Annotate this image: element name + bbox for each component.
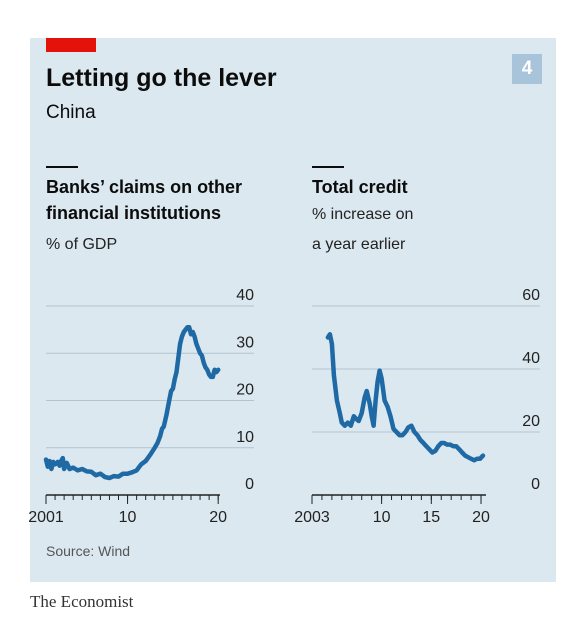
- chart-panel: Letting go the lever China 4 Banks’ clai…: [28, 38, 556, 582]
- left-xtick-label: 2001: [28, 509, 64, 526]
- right-panel-rule: [312, 166, 344, 168]
- left-ytick-label: 30: [236, 334, 254, 351]
- right-ytick-label: 40: [522, 350, 540, 367]
- right-ytick-label: 20: [522, 413, 540, 430]
- left-xtick-label: 20: [209, 509, 227, 526]
- left-line-chart: 0 10 20 30 40 2001 10 20: [28, 287, 254, 526]
- right-xtick-label: 10: [373, 509, 391, 526]
- right-xtick-label: 20: [472, 509, 490, 526]
- right-ytick-label: 60: [522, 287, 540, 304]
- source-note: Source: Wind: [46, 543, 131, 559]
- right-xtick-label: 15: [422, 509, 440, 526]
- left-ytick-label: 20: [236, 382, 254, 399]
- right-panel-unit-line2: a year earlier: [312, 236, 406, 253]
- left-series-line: [43, 325, 221, 481]
- right-panel-unit-line1: % increase on: [312, 206, 414, 223]
- left-panel-rule: [46, 166, 78, 168]
- brand-red-tag: [46, 38, 96, 52]
- left-xtick-label: 10: [119, 509, 137, 526]
- chart-title: Letting go the lever: [46, 64, 277, 92]
- right-panel-title: Total credit: [312, 177, 408, 197]
- right-ytick-label: 0: [531, 476, 540, 493]
- left-panel-title-line1: Banks’ claims on other: [46, 177, 243, 197]
- left-ytick-label: 40: [236, 287, 254, 304]
- chart-number-badge: 4: [512, 54, 542, 84]
- left-ytick-label: 0: [245, 476, 254, 493]
- right-series-line: [325, 332, 486, 463]
- right-xtick-label: 2003: [294, 509, 330, 526]
- chart-subtitle: China: [46, 102, 96, 123]
- left-ytick-label: 10: [236, 429, 254, 446]
- right-line-chart: 0 20 40 60 2003 10 15 20: [294, 287, 540, 526]
- left-panel-title-line2: financial institutions: [46, 203, 222, 223]
- left-panel-unit: % of GDP: [46, 236, 118, 253]
- publisher-logo: The Economist: [30, 592, 134, 611]
